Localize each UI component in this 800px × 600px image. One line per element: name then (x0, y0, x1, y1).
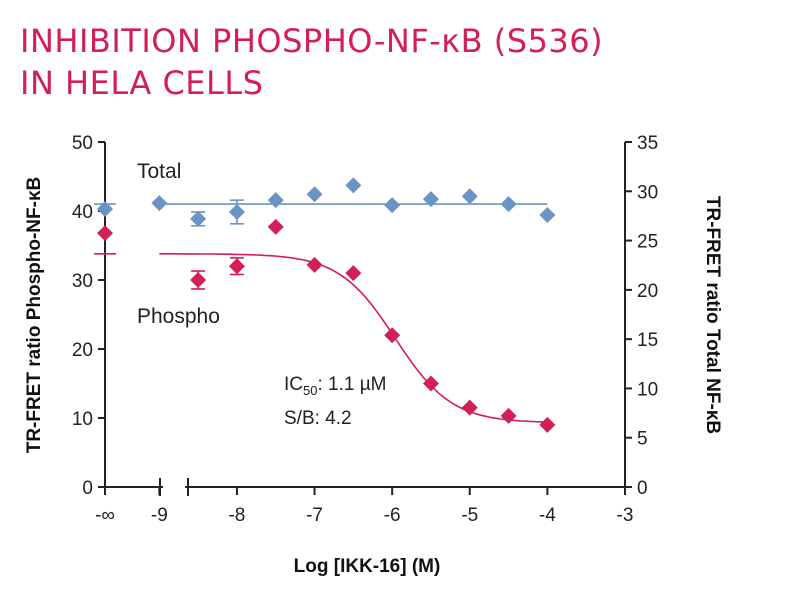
data-point-total (190, 210, 207, 227)
y-tick-label-left: 50 (72, 133, 93, 154)
y-tick-label-right: 15 (637, 330, 658, 351)
data-point-phospho (190, 272, 207, 288)
axes: 0 10 20 30 40 50 0 5 10 15 20 25 30 35 -∞ -9 -8 -7 -6 -5 -4 -… (72, 133, 658, 526)
data-point-total (306, 186, 323, 203)
data-point-total (345, 177, 362, 194)
data-point-phospho (345, 265, 362, 282)
data-point-total (422, 191, 439, 208)
data-point-phospho (500, 407, 517, 424)
sb-annotation: S/B: 4.2 (284, 408, 352, 429)
data-point-phospho (306, 256, 323, 273)
x-axis-label: Log [IKK-16] (M) (294, 556, 441, 577)
y-tick-label-right: 20 (637, 281, 658, 302)
y-axis-label-right: TR-FRET ratio Total NF-κB (702, 196, 723, 434)
x-tick-label: -8 (228, 505, 245, 526)
data-point-phospho (267, 218, 284, 235)
data-point-total (384, 197, 401, 214)
y-tick-label-right: 30 (637, 182, 658, 203)
x-tick-label: -5 (461, 505, 478, 526)
data-point-phospho (384, 327, 401, 344)
y-tick-label-right: 0 (637, 478, 648, 499)
x-tick-label: -9 (151, 505, 168, 526)
chart-title-line2: IN HELA CELLS (20, 64, 264, 102)
fit-curves (94, 203, 548, 423)
data-point-total (461, 188, 478, 205)
y-tick-label-right: 25 (637, 232, 658, 253)
data-point-total (97, 201, 113, 218)
chart-title-line1: INHIBITION PHOSPHO-NF-κB (S536) (20, 22, 604, 60)
x-tick-label: -∞ (95, 505, 115, 526)
data-point-total (539, 206, 556, 223)
y-tick-label-left: 0 (82, 478, 93, 499)
x-tick-label: -6 (384, 505, 401, 526)
x-tick-label: -7 (306, 505, 323, 526)
y-tick-label-left: 40 (72, 202, 93, 223)
x-tick-label: -3 (617, 505, 634, 526)
data-point-total (500, 196, 517, 213)
data-point-phospho (461, 399, 478, 416)
data-point-total (228, 203, 245, 220)
y-tick-label-right: 5 (637, 429, 648, 450)
data-point-phospho (422, 375, 439, 392)
data-points (97, 177, 556, 433)
fit-curve-phospho (159, 253, 548, 423)
y-tick-label-left: 30 (72, 271, 93, 292)
y-axis-label-left: TR-FRET ratio Phospho-NF-κB (24, 177, 45, 454)
ic50-annotation: IC50: 1.1 µM (284, 374, 387, 398)
data-point-total (267, 192, 284, 209)
data-point-phospho (228, 258, 245, 275)
data-point-phospho (539, 416, 556, 433)
y-tick-label-left: 10 (72, 409, 93, 430)
labels: Total Phospho IC50: 1.1 µM S/B: 4.2 Log … (24, 160, 723, 577)
series-label-phospho: Phospho (137, 305, 220, 328)
data-point-phospho (97, 225, 113, 242)
y-tick-label-right: 35 (637, 133, 658, 154)
y-tick-label-right: 10 (637, 379, 658, 400)
y-tick-label-left: 20 (72, 340, 93, 361)
x-tick-label: -4 (539, 505, 556, 526)
series-label-total: Total (137, 160, 181, 183)
data-point-total (151, 195, 168, 212)
